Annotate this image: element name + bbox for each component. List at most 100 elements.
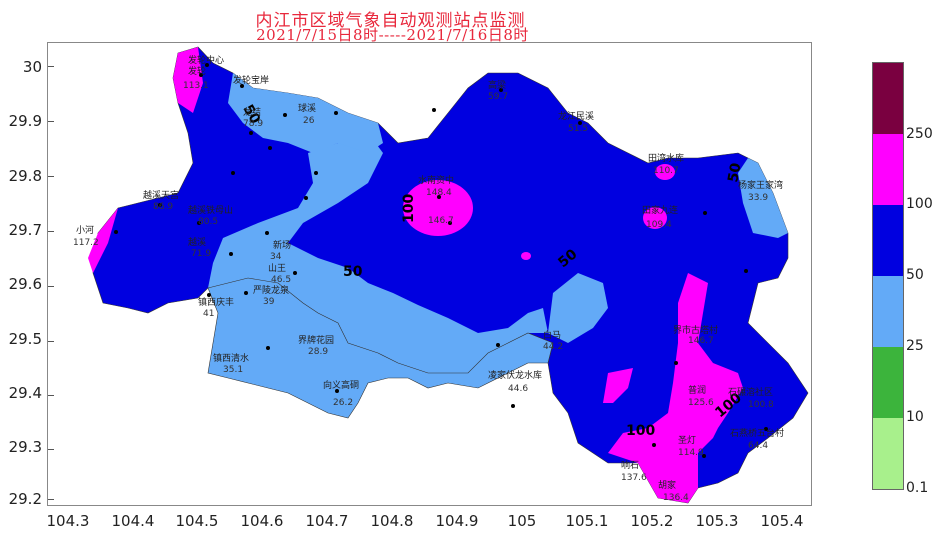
svg-text:136.4: 136.4 <box>663 493 689 503</box>
svg-text:小河: 小河 <box>76 224 94 236</box>
svg-text:114.9: 114.9 <box>678 448 704 458</box>
svg-text:普润: 普润 <box>688 384 706 396</box>
legend-swatch-25-50 <box>873 276 903 347</box>
svg-text:137.6: 137.6 <box>621 473 647 483</box>
legend-label: 10 <box>906 409 924 425</box>
svg-text:125.6: 125.6 <box>688 398 714 408</box>
map-subtitle-time-range: 2021/7/15日8时-----2021/7/16日8时 <box>256 26 529 44</box>
svg-text:越溪: 越溪 <box>188 236 206 248</box>
svg-text:59.7: 59.7 <box>488 92 508 102</box>
y-tick <box>48 121 54 122</box>
svg-text:水南资中: 水南资中 <box>418 174 454 186</box>
y-tick <box>48 231 54 232</box>
x-tick-label: 105.1 <box>565 512 609 530</box>
svg-text:100: 100 <box>626 423 655 439</box>
svg-text:78.9: 78.9 <box>243 119 263 129</box>
region-100-250-tianwan <box>655 164 675 180</box>
svg-text:50: 50 <box>725 161 744 183</box>
y-tick <box>48 66 54 67</box>
y-tick-label: 29.2 <box>8 490 42 508</box>
svg-text:田家九连: 田家九连 <box>642 204 678 216</box>
svg-text:杨家王家湾: 杨家王家湾 <box>738 179 783 191</box>
svg-text:白马: 白马 <box>543 329 561 341</box>
svg-text:石碾溶社区: 石碾溶社区 <box>728 386 773 398</box>
region-100-250-shuangfeng <box>603 368 633 403</box>
svg-text:新场: 新场 <box>273 239 291 251</box>
svg-text:50: 50 <box>343 264 363 280</box>
y-tick <box>48 341 54 342</box>
svg-text:严陵龙泉: 严陵龙泉 <box>253 284 289 296</box>
legend-swatch-10-25 <box>873 347 903 418</box>
y-tick-label: 29.3 <box>8 438 42 456</box>
svg-text:110.7: 110.7 <box>653 166 679 176</box>
svg-text:28.9: 28.9 <box>308 347 328 357</box>
svg-text:33.9: 33.9 <box>748 193 768 203</box>
region-25-50-east <box>738 158 788 238</box>
svg-text:64.4: 64.4 <box>748 441 768 451</box>
x-tick-label: 105.2 <box>630 512 674 530</box>
region-25-50-south <box>207 277 554 419</box>
svg-text:球溪: 球溪 <box>298 102 316 114</box>
svg-text:148.4: 148.4 <box>426 188 452 198</box>
y-tick <box>48 286 54 287</box>
svg-text:越溪天宫: 越溪天宫 <box>143 189 179 201</box>
svg-text:46.5: 46.5 <box>271 275 291 285</box>
svg-text:界牌花园: 界牌花园 <box>298 334 334 346</box>
y-tick <box>48 395 54 396</box>
svg-text:26.2: 26.2 <box>333 398 353 408</box>
svg-text:越溪铁母山: 越溪铁母山 <box>188 204 233 216</box>
legend-swatch-250plus <box>873 63 903 134</box>
svg-text:向义高硐: 向义高硐 <box>323 379 359 391</box>
svg-text:41: 41 <box>203 309 214 319</box>
legend-swatch-100-250 <box>873 134 903 205</box>
region-25-50-centre-east <box>548 273 608 343</box>
svg-text:109.4: 109.4 <box>646 220 672 230</box>
y-tick-label: 29.6 <box>8 275 42 293</box>
y-tick-label: 30 <box>22 58 42 76</box>
svg-text:100.8: 100.8 <box>748 400 774 410</box>
svg-text:镇西庆丰: 镇西庆丰 <box>198 296 234 308</box>
legend-label: 0.1 <box>906 480 929 496</box>
region-100-250-tianjia <box>643 207 667 229</box>
y-tick-label: 29.7 <box>8 221 42 239</box>
y-tick-label: 29.5 <box>8 330 42 348</box>
svg-text:响石: 响石 <box>621 459 639 471</box>
svg-text:凌家伏龙水库: 凌家伏龙水库 <box>488 369 542 381</box>
svg-text:100: 100 <box>401 194 417 223</box>
svg-text:44.2: 44.2 <box>543 342 563 352</box>
color-legend <box>872 62 904 490</box>
svg-text:51.5: 51.5 <box>568 124 588 134</box>
y-tick <box>48 176 54 177</box>
svg-text:石燕桥五台村: 石燕桥五台村 <box>730 427 784 439</box>
x-tick-label: 104.8 <box>370 512 414 530</box>
svg-text:71.9: 71.9 <box>191 249 211 259</box>
svg-text:山王: 山王 <box>268 263 286 274</box>
y-tick <box>48 449 54 450</box>
map-plot-area: 50 100 50 100 100 50 50 发轮中心 发轮 113.1 发轮宝… <box>47 42 812 506</box>
svg-text:发轮宝岸: 发轮宝岸 <box>233 74 269 86</box>
region-25-50-north <box>228 73 383 153</box>
svg-text:113.1: 113.1 <box>183 81 209 91</box>
svg-text:发轮: 发轮 <box>188 65 206 77</box>
y-tick <box>48 499 54 500</box>
region-100-250-northwest <box>173 47 203 113</box>
svg-text:34: 34 <box>270 252 282 262</box>
x-tick-label: 104.6 <box>240 512 284 530</box>
x-tick-label: 104.7 <box>305 512 349 530</box>
svg-text:镇西清水: 镇西清水 <box>213 352 249 364</box>
x-tick-label: 105.3 <box>695 512 739 530</box>
svg-text:86.9: 86.9 <box>153 202 173 212</box>
x-tick-label: 105 <box>507 512 537 530</box>
x-tick-label: 104.9 <box>435 512 479 530</box>
x-tick-label: 104.4 <box>111 512 155 530</box>
svg-text:44.6: 44.6 <box>508 384 528 394</box>
svg-text:胡家: 胡家 <box>658 479 676 491</box>
region-100-250-small <box>521 252 531 260</box>
legend-label: 250 <box>906 126 933 142</box>
legend-label: 100 <box>906 196 933 212</box>
x-tick-label: 104.3 <box>46 512 90 530</box>
svg-text:80.5: 80.5 <box>198 217 218 227</box>
svg-text:发轮中心: 发轮中心 <box>188 54 224 66</box>
svg-text:146.7: 146.7 <box>428 216 454 226</box>
